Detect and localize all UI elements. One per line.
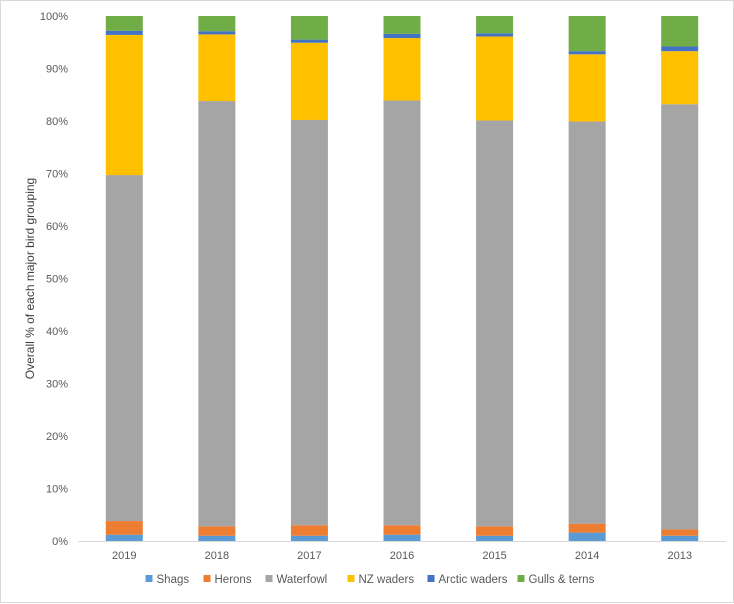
bar-segment-gulls-terns-2015 [476, 16, 514, 34]
y-tick-label: 0% [52, 536, 68, 548]
bar-segment-waterfowl-2013 [661, 104, 699, 530]
y-tick-label: 50% [46, 274, 68, 286]
x-tick-label: 2017 [297, 550, 321, 562]
bar-segment-arctic-waders-2016 [383, 33, 421, 39]
y-tick-label: 80% [46, 116, 68, 128]
bar-segment-shags-2016 [383, 534, 421, 541]
bar-segment-shags-2017 [290, 535, 328, 541]
bar-segment-herons-2017 [290, 525, 328, 536]
bar-segment-shags-2014 [568, 532, 606, 541]
y-tick-label: 60% [46, 221, 68, 233]
legend-label-gulls-terns: Gulls & terns [529, 574, 595, 586]
bar-segment-waterfowl-2018 [198, 101, 236, 527]
legend-swatch-gulls-terns [517, 575, 525, 582]
bar-segment-gulls-terns-2016 [383, 16, 421, 34]
bar-segment-herons-2015 [476, 526, 514, 536]
bar-segment-gulls-terns-2014 [568, 16, 606, 52]
y-tick-label: 100% [40, 11, 68, 23]
bar-segment-herons-2014 [568, 523, 606, 533]
x-tick-label: 2015 [482, 550, 506, 562]
legend-swatch-waterfowl [265, 575, 273, 582]
bar-segment-arctic-waders-2018 [198, 31, 236, 35]
bar-segment-arctic-waders-2014 [568, 51, 606, 55]
y-tick-label: 20% [46, 431, 68, 443]
legend-label-shags: Shags [157, 574, 190, 586]
y-tick-label: 40% [46, 326, 68, 338]
x-tick-label: 2018 [205, 550, 229, 562]
y-tick-label: 90% [46, 64, 68, 76]
bar-segment-arctic-waders-2017 [290, 39, 328, 43]
y-tick-label: 30% [46, 379, 68, 391]
y-tick-label: 70% [46, 169, 68, 181]
bar-segment-nz-waders-2015 [476, 36, 514, 121]
bar-segment-nz-waders-2014 [568, 54, 606, 122]
bar-segment-herons-2018 [198, 526, 236, 536]
x-tick-label: 2014 [575, 550, 599, 562]
legend-label-arctic-waders: Arctic waders [439, 574, 508, 586]
bar-segment-nz-waders-2016 [383, 38, 421, 101]
bar-segment-gulls-terns-2013 [661, 16, 699, 47]
bar-segment-herons-2019 [105, 521, 143, 535]
bar-segment-nz-waders-2018 [198, 34, 236, 102]
bar-segment-arctic-waders-2019 [105, 30, 143, 35]
bar-segment-waterfowl-2016 [383, 100, 421, 526]
x-tick-label: 2013 [667, 550, 691, 562]
bar-segment-nz-waders-2013 [661, 51, 699, 105]
legend-label-nz-waders: NZ waders [359, 574, 415, 586]
bar-segment-waterfowl-2019 [105, 175, 143, 522]
bar-segment-arctic-waders-2015 [476, 33, 514, 37]
legend-swatch-arctic-waders [427, 575, 435, 582]
legend-label-herons: Herons [215, 574, 252, 586]
legend-swatch-nz-waders [347, 575, 355, 582]
bar-segment-gulls-terns-2017 [290, 16, 328, 40]
bar-segment-shags-2013 [661, 535, 699, 541]
legend-swatch-shags [145, 575, 153, 582]
legend-swatch-herons [203, 575, 211, 582]
bar-segment-nz-waders-2019 [105, 34, 143, 176]
bar-segment-gulls-terns-2019 [105, 16, 143, 31]
y-tick-label: 10% [46, 484, 68, 496]
x-tick-label: 2016 [390, 550, 414, 562]
bar-segment-waterfowl-2015 [476, 120, 514, 527]
bar-segment-herons-2016 [383, 525, 421, 535]
bar-segment-nz-waders-2017 [290, 42, 328, 120]
bar-segment-waterfowl-2014 [568, 121, 606, 524]
bar-segment-gulls-terns-2018 [198, 16, 236, 32]
x-tick-label: 2019 [112, 550, 136, 562]
bar-segment-shags-2015 [476, 535, 514, 541]
bar-segment-shags-2019 [105, 534, 143, 541]
legend-label-waterfowl: Waterfowl [277, 574, 328, 586]
bar-segment-waterfowl-2017 [290, 119, 328, 526]
y-axis-title: Overall % of each major bird grouping [23, 178, 37, 379]
bar-segment-shags-2018 [198, 535, 236, 541]
bar-segment-arctic-waders-2013 [661, 46, 699, 52]
bar-segment-herons-2013 [661, 529, 699, 536]
